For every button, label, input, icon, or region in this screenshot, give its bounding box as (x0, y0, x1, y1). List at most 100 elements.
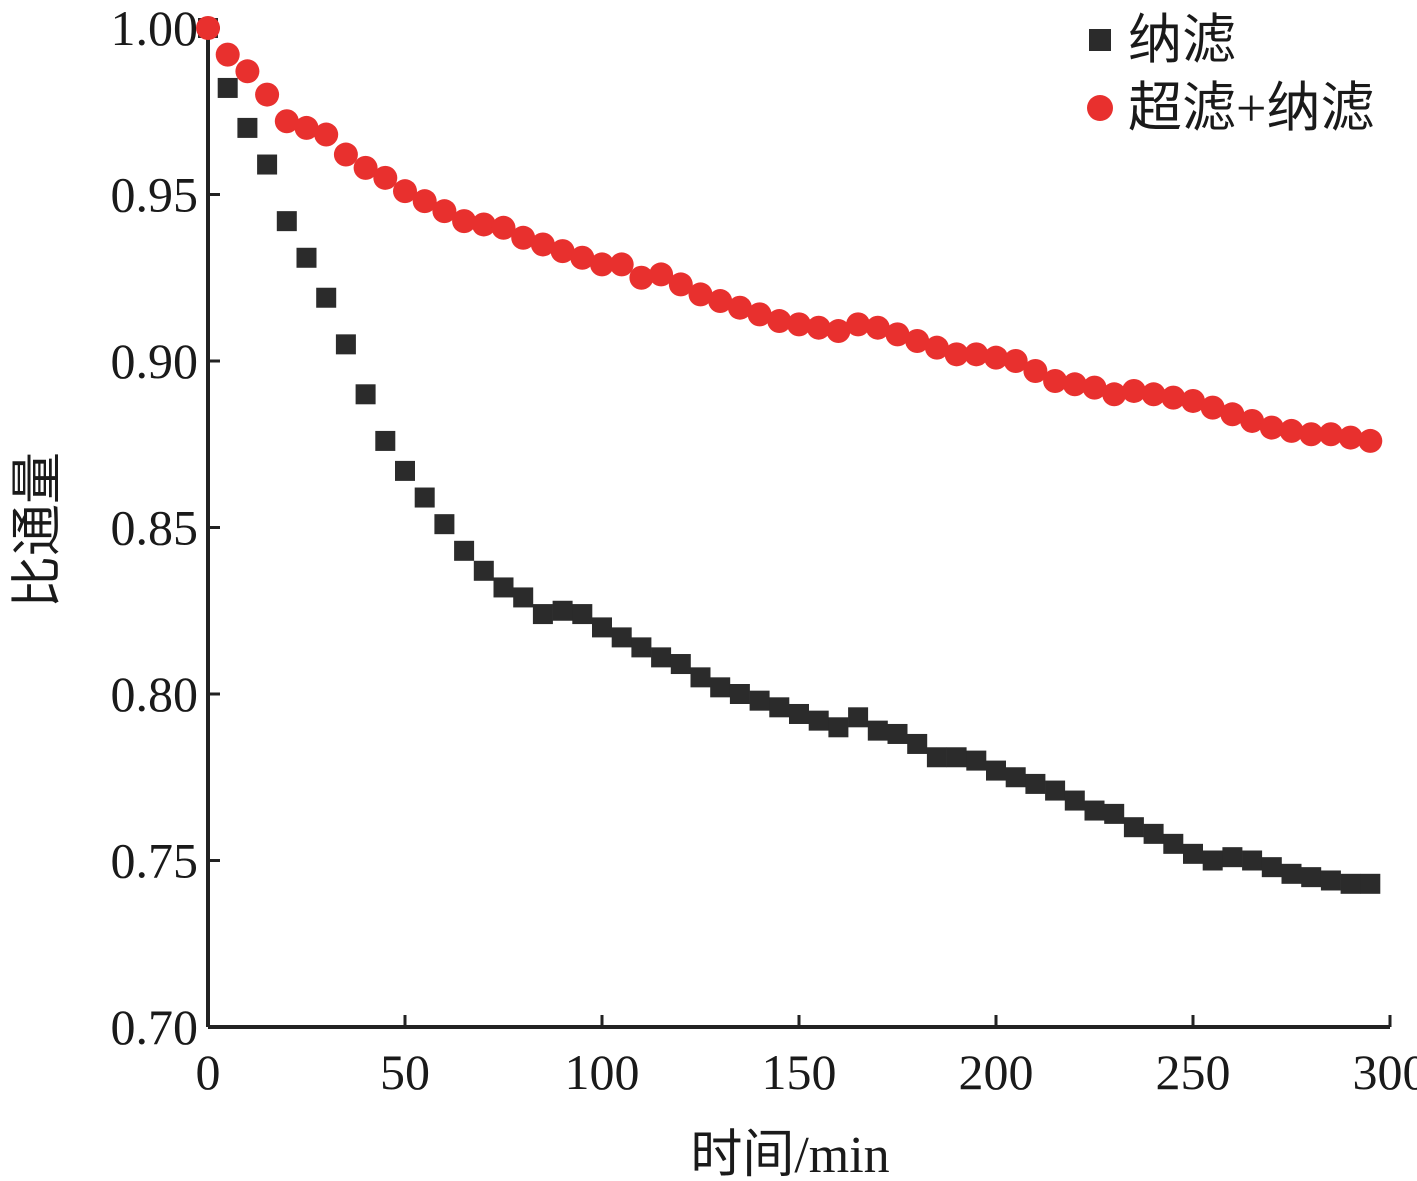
data-point (708, 289, 733, 314)
data-point (631, 637, 652, 658)
data-point (629, 265, 654, 290)
data-point (670, 654, 691, 675)
data-point (294, 115, 319, 140)
data-point (964, 342, 989, 367)
data-point (1240, 408, 1265, 433)
x-tick-label: 50 (380, 1044, 430, 1100)
data-point (550, 239, 575, 264)
y-tick-label: 0.90 (111, 333, 199, 389)
data-point (887, 723, 908, 744)
data-point (590, 252, 614, 277)
data-point (984, 345, 1008, 370)
data-point (255, 82, 280, 107)
data-point (1200, 395, 1225, 420)
data-point (826, 319, 851, 344)
data-point (1104, 803, 1125, 824)
data-point (1121, 378, 1146, 403)
data-point (215, 42, 240, 67)
data-point (316, 287, 337, 308)
y-axis-label: 比通量 (10, 452, 67, 608)
data-point (789, 703, 809, 724)
series-1 (198, 18, 1381, 894)
x-tick-label: 0 (196, 1044, 221, 1100)
data-point (454, 540, 475, 561)
data-point (414, 487, 435, 508)
data-point (491, 215, 516, 240)
legend-marker-square (1089, 29, 1111, 51)
legend-label: 超滤+纳滤 (1128, 78, 1374, 138)
data-point (375, 430, 396, 451)
data-point (926, 747, 947, 768)
data-point (314, 122, 339, 147)
data-point (806, 315, 831, 340)
data-point (1338, 425, 1363, 450)
data-point (609, 252, 634, 277)
data-point (651, 647, 672, 668)
data-point (668, 272, 693, 297)
data-point (865, 315, 890, 340)
data-point (1220, 402, 1245, 427)
data-point (452, 209, 477, 234)
data-point (727, 295, 752, 320)
data-point (1259, 415, 1284, 440)
y-tick-label: 0.95 (111, 167, 199, 223)
data-point (611, 627, 632, 648)
data-point (747, 302, 772, 327)
data-point (1279, 418, 1304, 443)
x-tick-label: 250 (1156, 1044, 1231, 1100)
data-point (924, 335, 949, 360)
data-point (552, 600, 573, 621)
y-tick-label: 0.80 (111, 666, 199, 722)
data-point (530, 232, 555, 257)
data-point (1123, 817, 1144, 838)
data-point (532, 604, 553, 625)
data-point (353, 155, 378, 180)
data-point (1181, 388, 1205, 413)
data-point (729, 684, 750, 704)
data-point (769, 697, 790, 718)
data-point (1301, 867, 1322, 888)
series-2 (196, 16, 1383, 453)
data-point (1242, 850, 1263, 871)
data-point (1102, 382, 1127, 407)
data-point (787, 312, 811, 337)
data-point (196, 16, 220, 40)
data-point (767, 309, 792, 334)
y-tick-label: 0.85 (111, 500, 199, 556)
data-point (1222, 847, 1243, 868)
data-point (749, 690, 770, 711)
data-point (1043, 368, 1068, 393)
data-point (355, 384, 376, 405)
data-point (235, 59, 260, 84)
data-point (1163, 833, 1184, 854)
x-tick-label: 200 (959, 1044, 1034, 1100)
data-point (1141, 382, 1166, 407)
data-point (572, 604, 593, 625)
data-point (848, 707, 869, 728)
data-point (1082, 375, 1107, 400)
data-point (1025, 773, 1046, 794)
data-point (471, 212, 496, 237)
data-point (808, 710, 829, 731)
data-point (1299, 422, 1324, 447)
y-tick-label: 1.00 (111, 0, 199, 56)
data-point (257, 154, 278, 175)
data-point (1340, 873, 1361, 894)
data-point (592, 617, 612, 638)
data-point (1183, 843, 1203, 864)
data-point (1023, 358, 1048, 383)
data-point (296, 247, 317, 268)
data-point (432, 199, 457, 224)
ticks: 0 50 100 150 200 250 300 0.70 0.75 0.80 0.85 0.90 0.… (111, 0, 1417, 1100)
data-point (867, 720, 888, 741)
data-point (1202, 850, 1223, 871)
data-point (1003, 349, 1028, 373)
data-point (493, 577, 514, 598)
data-point (1062, 372, 1087, 397)
data-point (513, 587, 534, 608)
y-tick-label: 0.75 (111, 833, 199, 889)
data-point (966, 750, 987, 771)
data-point (217, 77, 238, 98)
